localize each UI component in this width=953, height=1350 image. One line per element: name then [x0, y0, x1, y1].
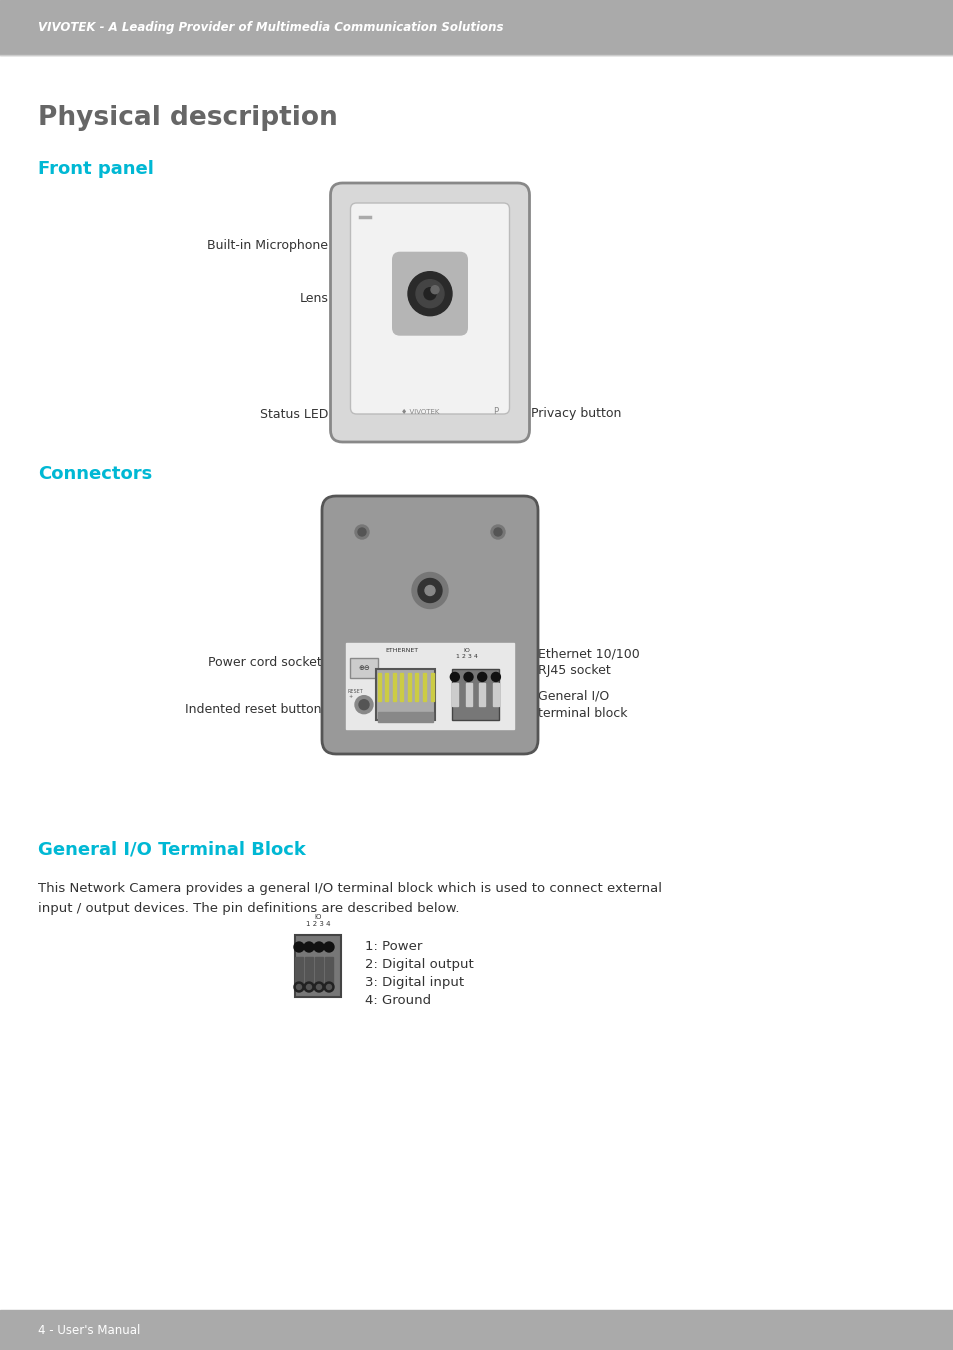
- Circle shape: [294, 981, 304, 992]
- Text: Connectors: Connectors: [38, 464, 152, 483]
- Text: RESET
+: RESET +: [348, 688, 363, 699]
- FancyBboxPatch shape: [322, 495, 537, 755]
- Text: ♦ VIVOTEK: ♦ VIVOTEK: [400, 409, 438, 414]
- Bar: [400, 672, 403, 701]
- Bar: [385, 672, 388, 701]
- Text: 1: Power: 1: Power: [365, 940, 422, 953]
- Bar: [478, 683, 485, 706]
- Text: General I/O
terminal block: General I/O terminal block: [537, 690, 627, 720]
- Bar: [375, 670, 435, 720]
- Circle shape: [491, 711, 504, 725]
- Text: input / output devices. The pin definitions are described below.: input / output devices. The pin definiti…: [38, 902, 459, 915]
- Text: Privacy button: Privacy button: [531, 408, 621, 420]
- Bar: [377, 711, 433, 722]
- Circle shape: [357, 528, 366, 536]
- Circle shape: [417, 579, 441, 602]
- Circle shape: [494, 528, 501, 536]
- Bar: [294, 936, 340, 998]
- Circle shape: [412, 572, 448, 609]
- Circle shape: [358, 699, 369, 710]
- Bar: [294, 957, 303, 987]
- Circle shape: [324, 981, 334, 992]
- Circle shape: [355, 695, 373, 714]
- Bar: [452, 683, 457, 706]
- Circle shape: [324, 942, 334, 952]
- Circle shape: [314, 981, 324, 992]
- Text: This Network Camera provides a general I/O terminal block which is used to conne: This Network Camera provides a general I…: [38, 882, 661, 895]
- Bar: [452, 670, 498, 720]
- Circle shape: [416, 279, 443, 308]
- Bar: [325, 957, 333, 987]
- Circle shape: [463, 672, 473, 682]
- Bar: [0, 1310, 953, 1350]
- Text: P: P: [493, 408, 497, 417]
- Bar: [422, 672, 426, 701]
- Circle shape: [296, 984, 301, 990]
- FancyBboxPatch shape: [350, 202, 509, 414]
- Text: Indented reset button: Indented reset button: [185, 703, 322, 717]
- Text: 3: Digital input: 3: Digital input: [365, 976, 464, 990]
- Text: ETHERNET: ETHERNET: [384, 648, 417, 653]
- Bar: [314, 957, 323, 987]
- Text: Built-in Microphone: Built-in Microphone: [208, 239, 328, 251]
- Circle shape: [494, 714, 501, 722]
- Bar: [350, 659, 377, 679]
- Circle shape: [304, 981, 314, 992]
- Text: Physical description: Physical description: [38, 105, 337, 131]
- Bar: [465, 683, 471, 706]
- Text: Status LED: Status LED: [260, 408, 328, 420]
- Bar: [415, 672, 418, 701]
- Bar: [493, 683, 498, 706]
- Text: IO
1 2 3 4: IO 1 2 3 4: [456, 648, 477, 659]
- Circle shape: [408, 271, 452, 316]
- Text: Power cord socket: Power cord socket: [208, 656, 322, 668]
- Circle shape: [491, 525, 504, 539]
- Circle shape: [477, 672, 486, 682]
- Circle shape: [423, 288, 436, 300]
- Bar: [305, 957, 313, 987]
- Circle shape: [306, 984, 312, 990]
- Circle shape: [304, 942, 314, 952]
- Text: General I/O Terminal Block: General I/O Terminal Block: [38, 840, 306, 859]
- Text: 4: Ground: 4: Ground: [365, 994, 431, 1007]
- Text: ⊕⊖: ⊕⊖: [357, 666, 370, 671]
- Circle shape: [357, 714, 366, 722]
- Circle shape: [355, 711, 369, 725]
- Circle shape: [491, 672, 500, 682]
- Bar: [408, 672, 411, 701]
- Text: Front panel: Front panel: [38, 161, 153, 178]
- Text: 4 - User's Manual: 4 - User's Manual: [38, 1323, 140, 1336]
- Circle shape: [314, 942, 324, 952]
- Bar: [377, 672, 380, 701]
- Circle shape: [294, 942, 304, 952]
- Text: Lens: Lens: [299, 292, 328, 305]
- Text: IO
1 2 3 4: IO 1 2 3 4: [305, 914, 330, 927]
- Circle shape: [431, 286, 438, 294]
- Bar: [393, 672, 395, 701]
- Bar: [0, 0, 953, 55]
- Text: Ethernet 10/100
RJ45 socket: Ethernet 10/100 RJ45 socket: [537, 647, 639, 678]
- Bar: [346, 644, 514, 729]
- Circle shape: [450, 672, 458, 682]
- Circle shape: [355, 525, 369, 539]
- Circle shape: [316, 984, 321, 990]
- Text: 2: Digital output: 2: Digital output: [365, 958, 474, 971]
- FancyBboxPatch shape: [392, 251, 468, 336]
- Circle shape: [326, 984, 331, 990]
- FancyBboxPatch shape: [330, 184, 529, 441]
- Text: VIVOTEK - A Leading Provider of Multimedia Communication Solutions: VIVOTEK - A Leading Provider of Multimed…: [38, 22, 503, 34]
- Bar: [430, 672, 433, 701]
- Circle shape: [424, 586, 435, 595]
